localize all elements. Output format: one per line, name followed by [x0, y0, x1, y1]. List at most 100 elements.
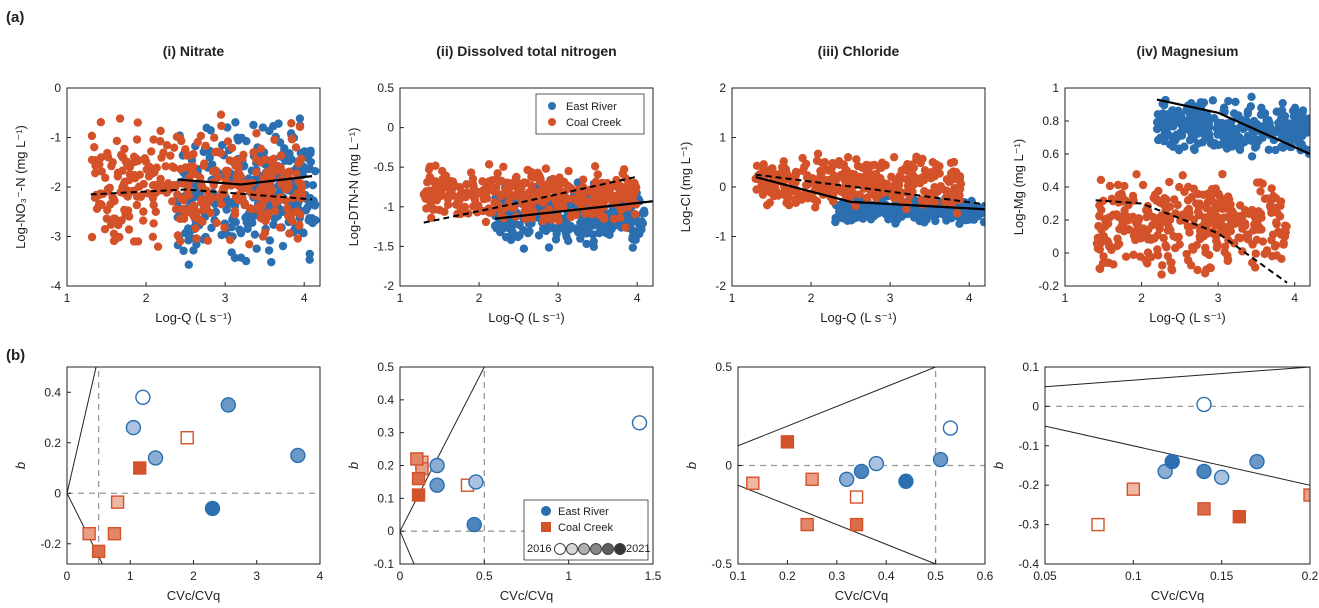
- data-point: [152, 187, 161, 197]
- fit-line-coal-creek: [755, 173, 985, 206]
- data-point: [560, 193, 569, 202]
- data-point: [291, 143, 301, 152]
- data-point: [114, 220, 123, 230]
- data-point: [1175, 182, 1184, 192]
- data-point: [138, 216, 148, 225]
- data-point: [176, 194, 186, 203]
- data-point: [752, 161, 762, 171]
- data-point: [624, 194, 634, 203]
- data-point: [269, 220, 278, 230]
- data-point: [839, 160, 848, 169]
- data-point: [1154, 186, 1163, 196]
- data-point: [621, 174, 630, 183]
- data-point: [818, 174, 828, 184]
- plot-area: [87, 110, 320, 269]
- data-point: [219, 184, 228, 193]
- data-point: [258, 123, 268, 132]
- data-point: [192, 208, 202, 217]
- data-point: [1279, 112, 1288, 121]
- data-point: [202, 123, 211, 133]
- legend-label: Coal Creek: [566, 117, 622, 129]
- data-point: [1266, 124, 1276, 134]
- data-point: [293, 234, 303, 243]
- data-point: [631, 235, 640, 244]
- data-point: [1252, 135, 1262, 144]
- chart-2: (ii) Dissolved total nitrogen 1 2 3 4 -2 -1.5 -…: [346, 43, 654, 325]
- plot-area: [67, 367, 320, 564]
- data-point: [512, 172, 521, 182]
- boundary-line: [67, 367, 97, 494]
- data-point: [308, 180, 318, 190]
- x-tick-label: 2: [143, 291, 150, 305]
- data-point: [803, 180, 812, 189]
- data-point: [252, 129, 261, 138]
- data-point: [148, 181, 158, 190]
- y-tick-label: -0.2: [1038, 279, 1059, 293]
- legend-year-swatch: [554, 543, 566, 555]
- data-point: [292, 169, 301, 178]
- data-point: [149, 135, 158, 144]
- data-point: [1153, 110, 1163, 119]
- data-point: [1281, 132, 1290, 141]
- data-point: [431, 161, 440, 170]
- data-point: [1132, 219, 1141, 229]
- east-river-point: [1196, 396, 1212, 413]
- data-point: [508, 228, 517, 237]
- y-tick-label: -0.1: [1018, 439, 1039, 453]
- data-point: [528, 169, 538, 178]
- data-point: [469, 182, 478, 192]
- x-axis-label: CVc/CVq: [1151, 588, 1204, 603]
- data-point: [1275, 212, 1285, 221]
- data-point: [813, 149, 823, 158]
- data-point: [294, 220, 304, 229]
- data-point: [862, 193, 871, 202]
- y-tick-label: 0.8: [1042, 114, 1059, 128]
- data-point: [501, 185, 510, 195]
- y-tick-label: 0.5: [377, 360, 394, 374]
- data-point: [1225, 125, 1235, 134]
- data-point: [458, 188, 467, 198]
- y-tick-label: -1: [50, 131, 61, 145]
- data-point: [265, 126, 274, 136]
- data-point: [295, 122, 305, 132]
- x-tick-label: 4: [966, 291, 973, 305]
- data-point: [239, 150, 248, 160]
- x-tick-label: 0.2: [1302, 569, 1319, 583]
- data-point: [176, 164, 185, 174]
- data-point: [952, 209, 962, 218]
- x-axis-label: Log-Q (L s⁻¹): [820, 310, 896, 325]
- data-point: [1114, 212, 1123, 221]
- data-point: [150, 168, 159, 177]
- data-point: [1302, 126, 1310, 136]
- y-tick-label: -0.3: [1018, 518, 1039, 532]
- y-tick-label: 0.6: [1042, 147, 1059, 161]
- data-point: [1251, 249, 1260, 258]
- data-point: [102, 214, 111, 223]
- data-point: [307, 214, 317, 223]
- data-point: [258, 232, 268, 241]
- data-point: [215, 193, 224, 202]
- data-point: [1207, 213, 1217, 222]
- data-point: [223, 137, 233, 146]
- data-point: [784, 194, 793, 203]
- data-point: [196, 131, 206, 141]
- data-point: [1132, 226, 1142, 235]
- data-point: [897, 174, 907, 183]
- data-point: [209, 133, 219, 142]
- data-point: [1224, 96, 1233, 106]
- data-point: [87, 131, 97, 141]
- data-point: [942, 187, 951, 196]
- data-point: [1096, 175, 1106, 185]
- data-point: [1266, 203, 1275, 212]
- data-point: [501, 232, 511, 242]
- east-river-point: [838, 471, 855, 487]
- data-point: [499, 162, 508, 171]
- data-point: [843, 153, 853, 162]
- data-point: [1238, 136, 1248, 145]
- data-point: [256, 158, 265, 167]
- data-point: [598, 191, 608, 200]
- x-tick-label: 0.1: [1125, 569, 1142, 583]
- data-point: [227, 143, 237, 153]
- y-tick-label: -3: [50, 230, 61, 244]
- data-point: [919, 175, 929, 185]
